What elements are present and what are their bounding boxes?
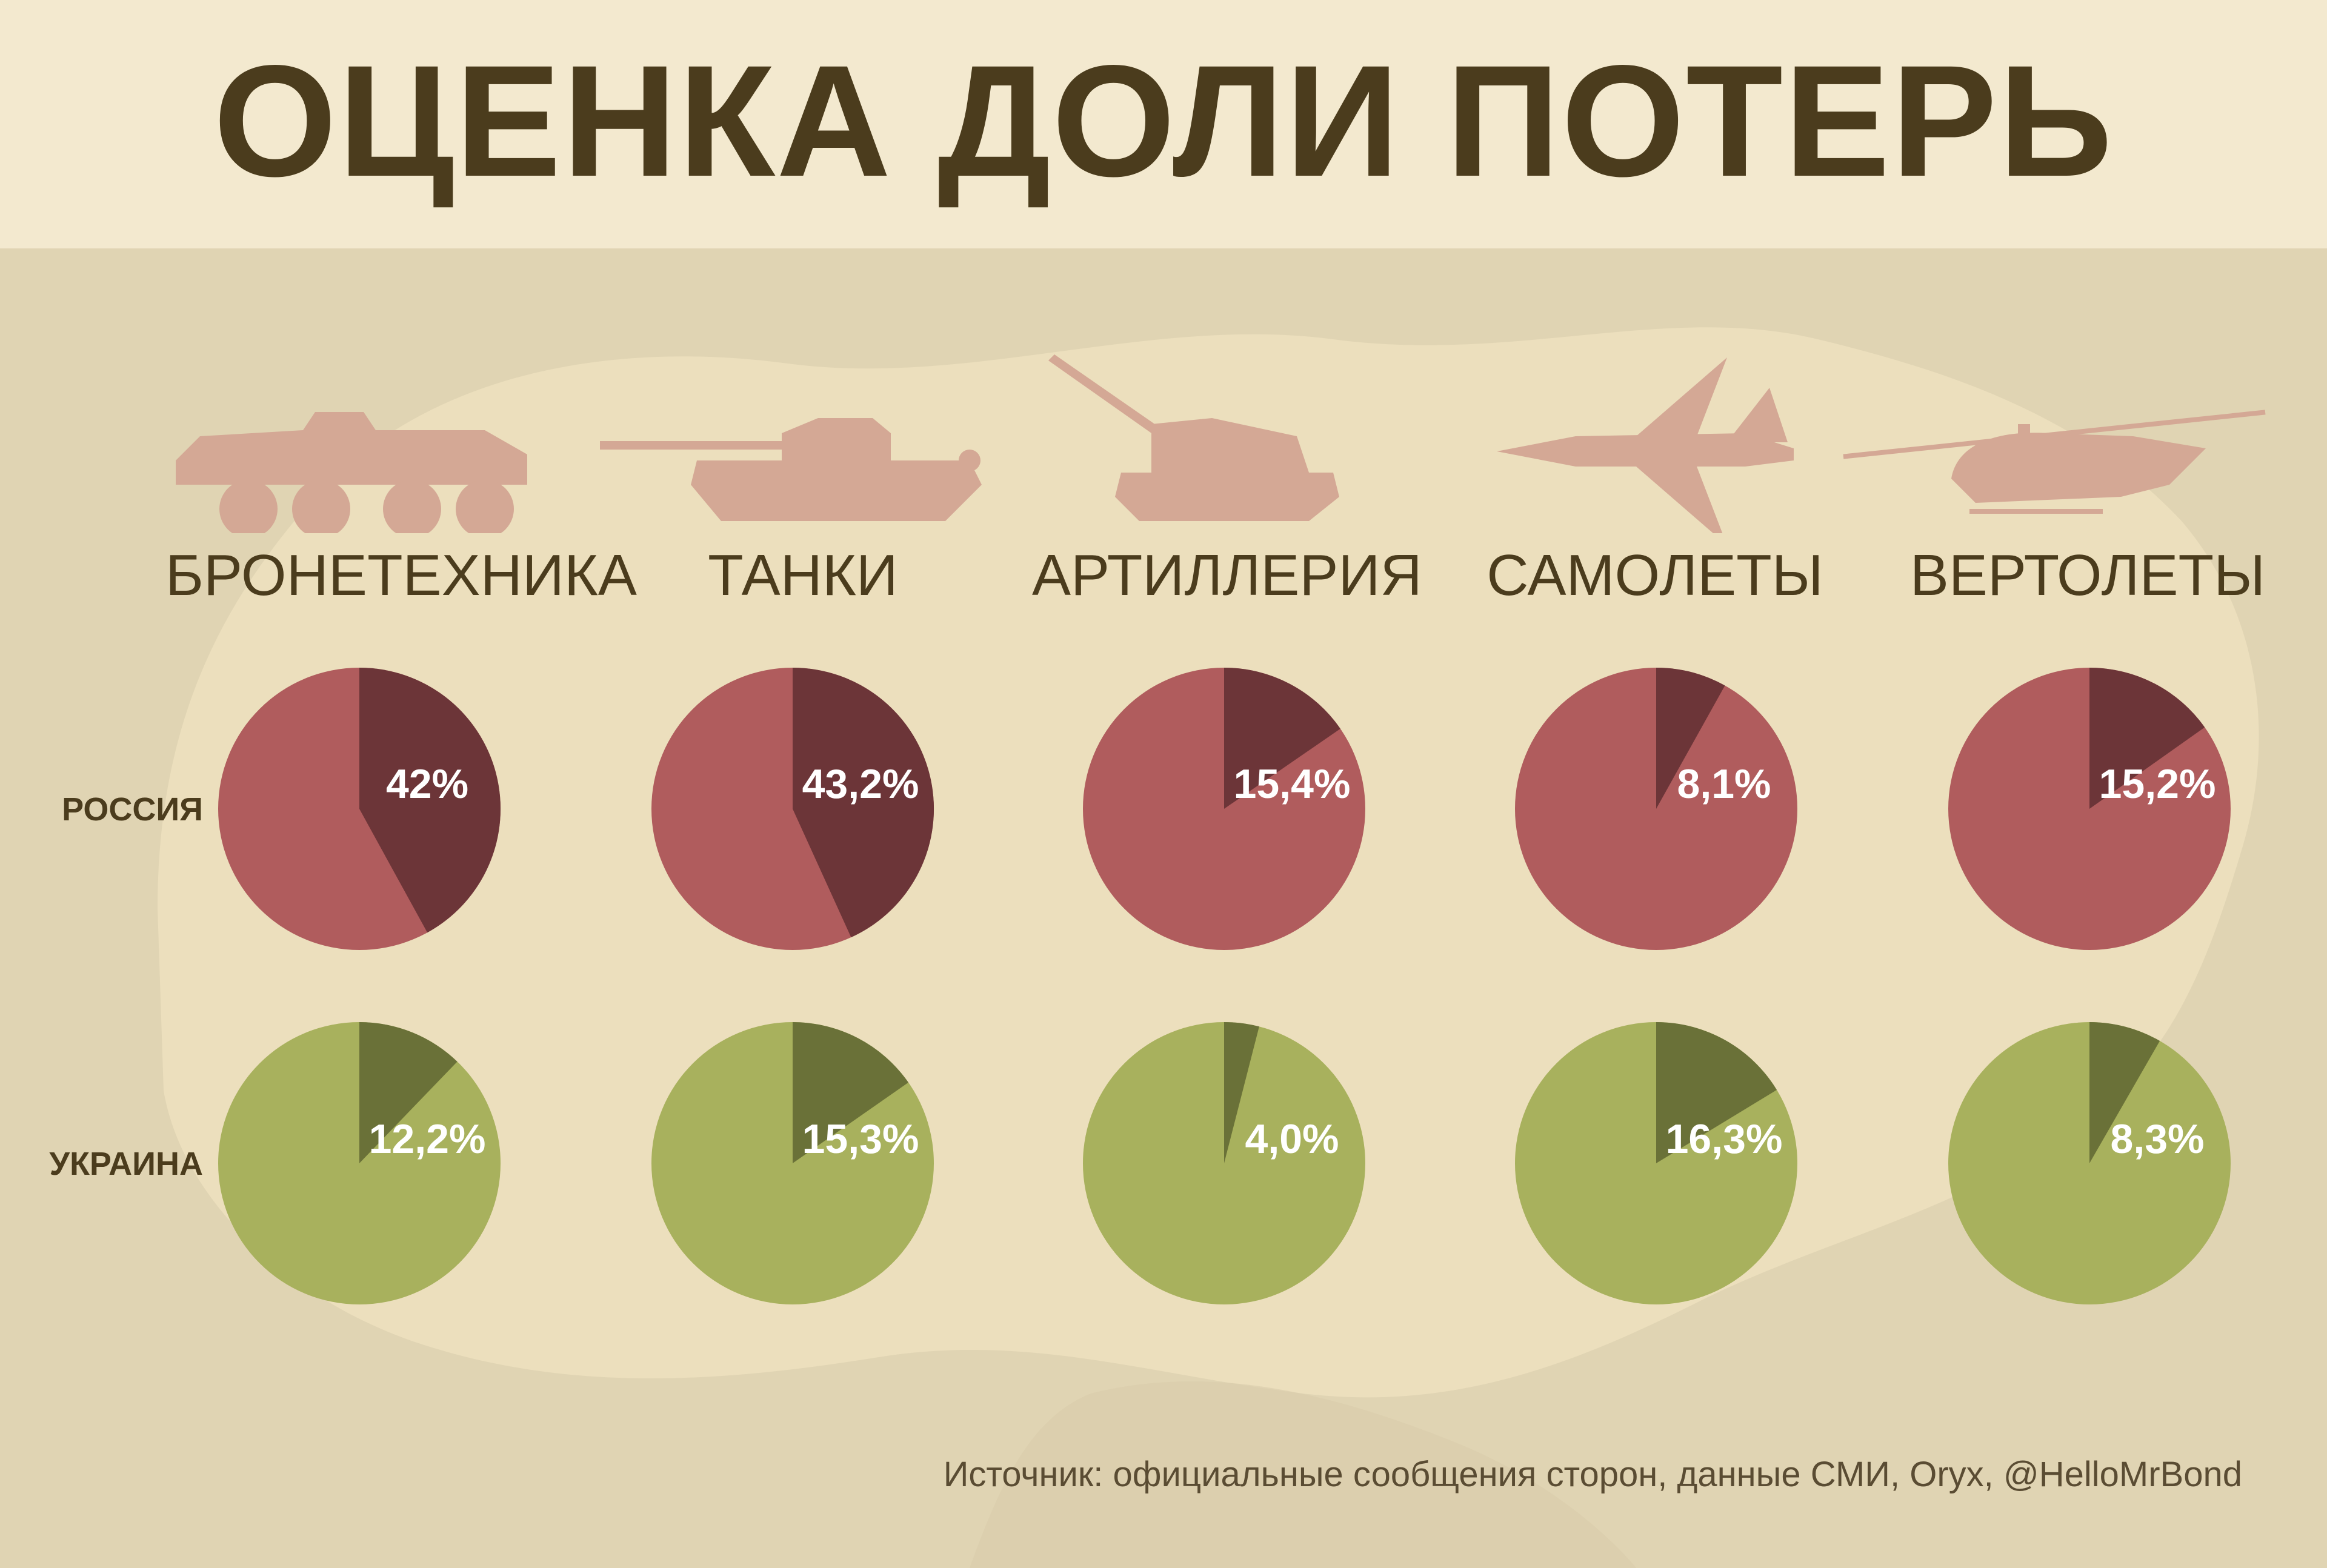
category-label-airplanes: САМОЛЕТЫ — [1486, 543, 1823, 608]
row-label-russia: РОССИЯ — [62, 791, 203, 828]
tank-icon — [600, 418, 982, 521]
pie-loss-slice — [1224, 668, 1340, 809]
vehicle-icons-row — [176, 354, 2266, 533]
pie-russia-tanks: 43,2% — [651, 668, 934, 950]
category-label-artillery: АРТИЛЛЕРИЯ — [1032, 543, 1422, 608]
armored-vehicle-icon — [176, 412, 527, 533]
artillery-icon — [1048, 354, 1339, 521]
category-label-helicopters: ВЕРТОЛЕТЫ — [1909, 543, 2266, 608]
pie-value-label: 4,0% — [1245, 1116, 1339, 1162]
pie-value-label: 15,2% — [2099, 761, 2216, 807]
pie-russia-artillery: 15,4% — [1083, 668, 1365, 950]
pie-value-label: 16,3% — [1666, 1116, 1783, 1162]
pie-loss-slice — [1656, 668, 1725, 809]
helicopter-icon — [1843, 410, 2266, 514]
pie-loss-slice — [1224, 1022, 1259, 1163]
pie-russia-armored: 42% — [218, 668, 501, 950]
pie-russia-airplanes: 8,1% — [1515, 668, 1797, 950]
pie-loss-slice — [793, 1022, 908, 1163]
pie-ukraine-armored: 12,2% — [218, 1022, 501, 1304]
page-title: ОЦЕНКА ДОЛИ ПОТЕРЬ — [213, 32, 2114, 210]
source-note: Источник: официальные сообщения сторон, … — [943, 1455, 2242, 1494]
pie-loss-slice — [2089, 668, 2205, 809]
pie-russia-helicopters: 15,2% — [1948, 668, 2231, 950]
header-band — [0, 0, 2327, 248]
pie-loss-slice — [1656, 1022, 1777, 1163]
pie-ukraine-tanks: 15,3% — [651, 1022, 934, 1304]
pie-value-label: 8,3% — [2111, 1116, 2205, 1162]
pie-ukraine-airplanes: 16,3% — [1515, 1022, 1797, 1304]
pie-loss-slice — [359, 1022, 458, 1163]
pie-value-label: 8,1% — [1677, 761, 1771, 807]
pie-ukraine-helicopters: 8,3% — [1948, 1022, 2231, 1304]
pie-loss-slice — [2089, 1022, 2160, 1163]
pie-loss-slice — [359, 668, 501, 933]
map-sea-shape — [970, 1381, 1636, 1568]
pie-ukraine-artillery: 4,0% — [1083, 1022, 1365, 1304]
pie-value-label: 15,3% — [802, 1116, 919, 1162]
pie-value-label: 12,2% — [369, 1116, 486, 1162]
pie-value-label: 42% — [386, 761, 468, 807]
category-label-tanks: ТАНКИ — [708, 543, 898, 608]
pie-loss-slice — [793, 668, 934, 938]
pie-value-label: 43,2% — [802, 761, 919, 807]
row-label-ukraine: УКРАИНА — [49, 1146, 203, 1182]
airplane-icon — [1497, 357, 1794, 533]
pie-value-label: 15,4% — [1234, 761, 1351, 807]
